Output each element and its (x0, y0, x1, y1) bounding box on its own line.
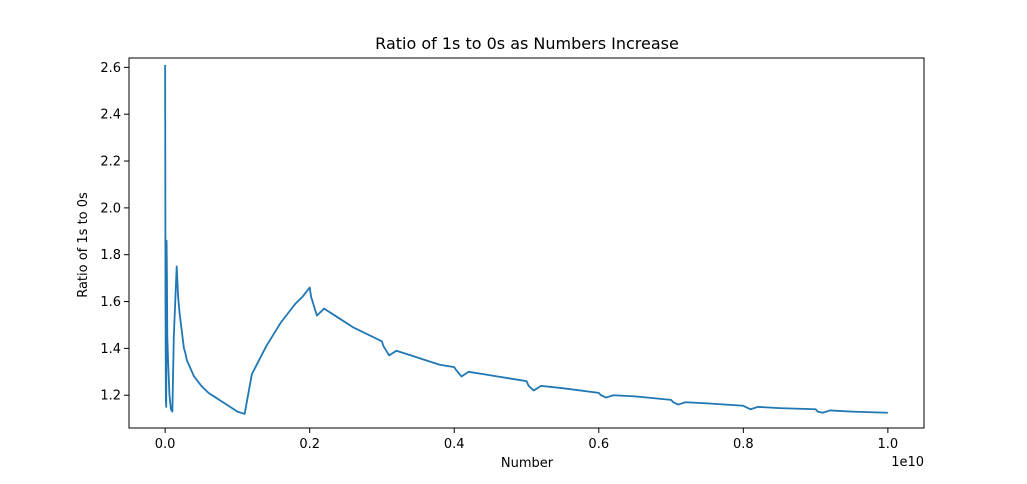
x-tick-label: 0.6 (588, 437, 609, 452)
x-tick-label: 0.4 (444, 437, 465, 452)
y-axis-ticks: 1.2 1.4 1.6 1.8 2.0 2.2 2.4 2.6 (100, 61, 129, 404)
y-tick-label: 1.6 (100, 295, 121, 310)
y-tick-label: 2.6 (100, 61, 121, 76)
x-axis-scale-label: 1e10 (891, 455, 924, 470)
plot-frame (128, 57, 925, 429)
y-tick-label: 1.2 (100, 389, 121, 404)
x-axis-ticks: 0.0 0.2 0.4 0.6 0.8 1.0 (155, 428, 898, 452)
x-tick-label: 1.0 (878, 437, 899, 452)
y-tick-label: 2.4 (100, 108, 121, 123)
y-tick-label: 2.0 (100, 201, 121, 216)
y-tick-label: 2.2 (100, 155, 121, 170)
x-tick-label: 0.2 (299, 437, 320, 452)
chart-title: Ratio of 1s to 0s as Numbers Increase (375, 34, 679, 53)
x-tick-label: 0.8 (733, 437, 754, 452)
series-line (164, 65, 888, 415)
y-axis-label: Ratio of 1s to 0s (76, 192, 91, 298)
x-axis-label: Number (501, 456, 554, 471)
x-tick-label: 0.0 (155, 437, 176, 452)
y-tick-label: 1.8 (100, 248, 121, 263)
y-tick-label: 1.4 (100, 342, 121, 357)
